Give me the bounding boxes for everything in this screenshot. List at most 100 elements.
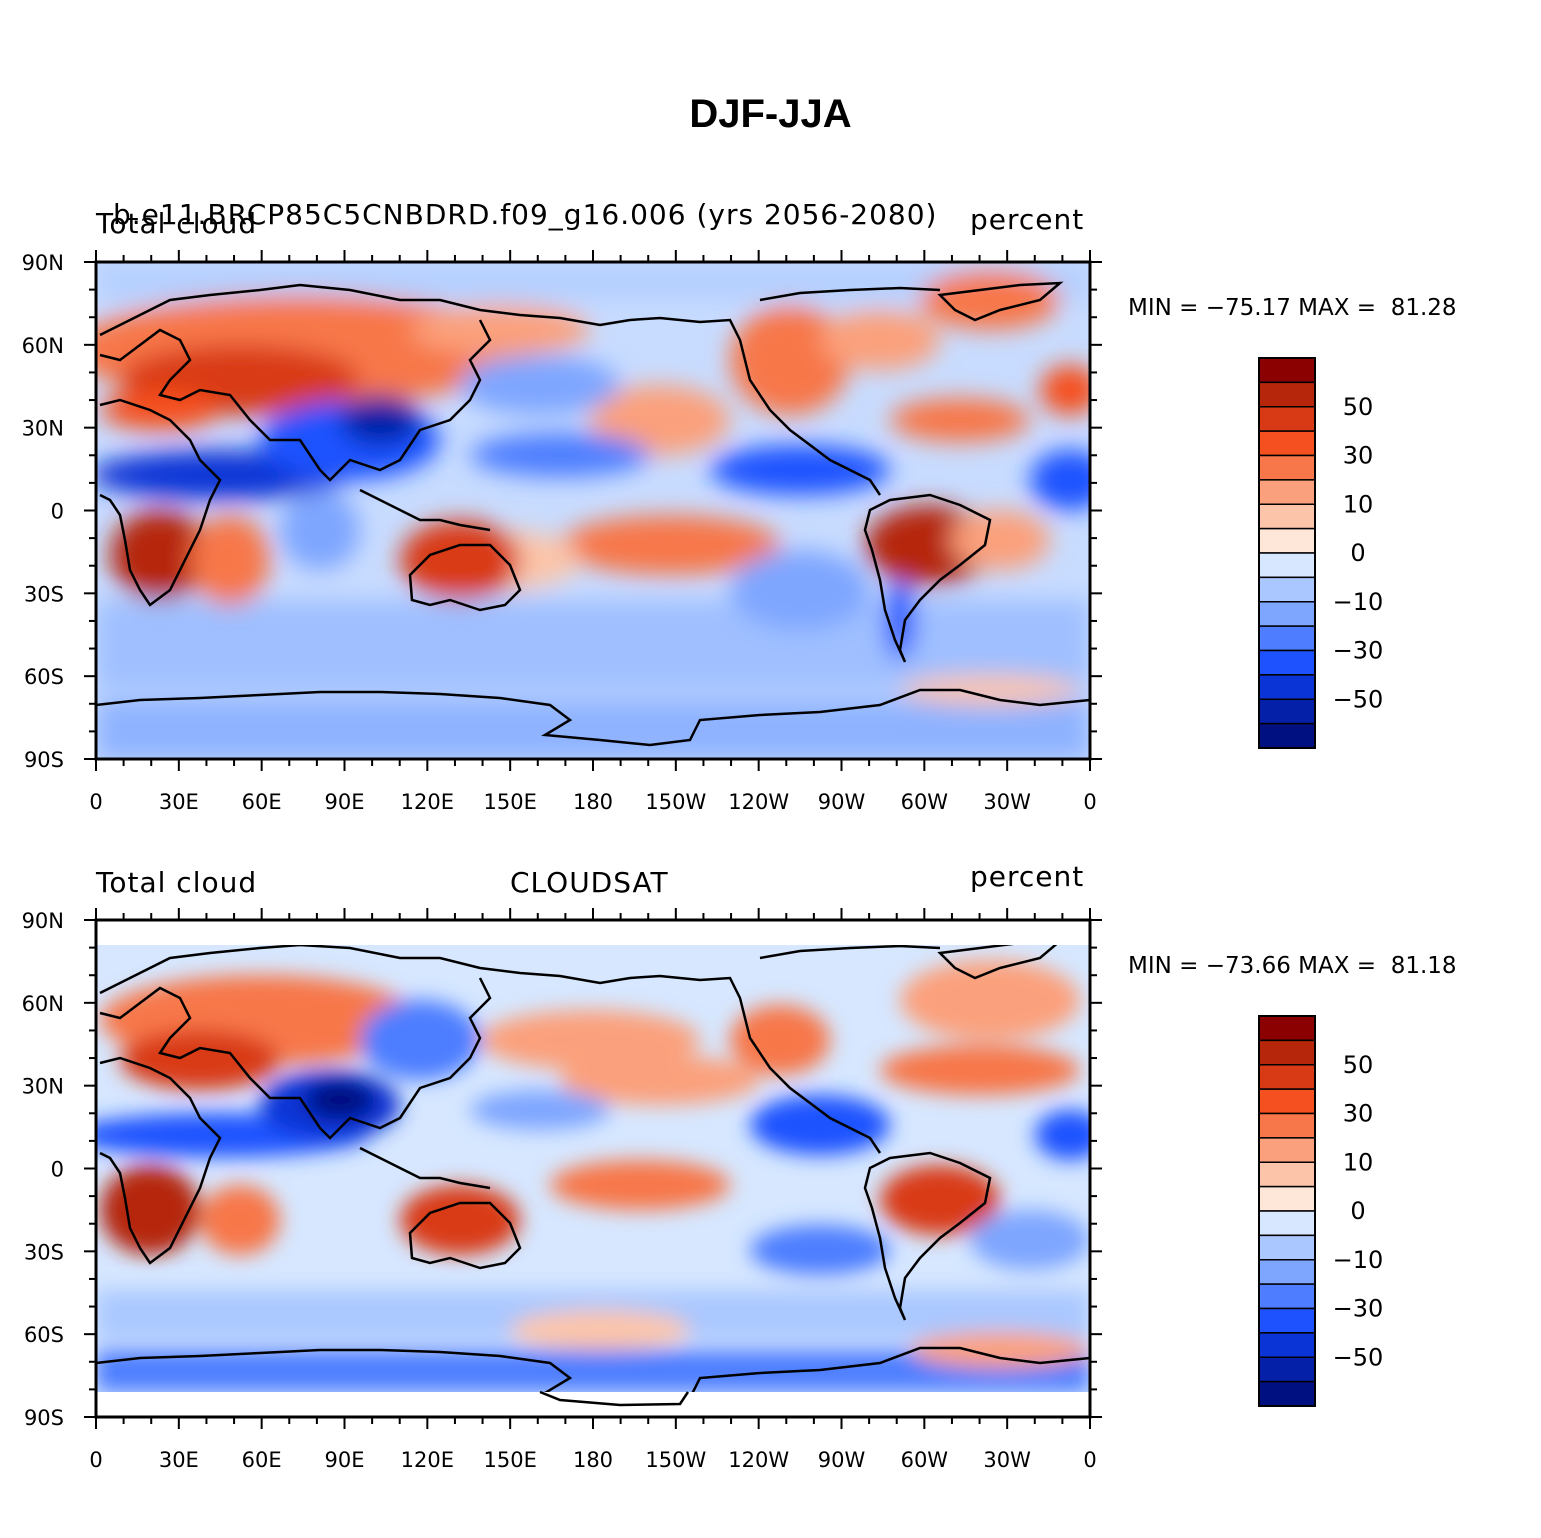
panel2-x-tick-label: 30E [159,1448,199,1472]
panel1-x-tick-label: 30E [159,790,199,814]
panel1-colorbar-box [1258,576,1316,603]
panel1-x-tick-label: 120E [401,790,454,814]
panel1-colorbar-box [1258,527,1316,554]
panel1-colorbar: 50 30 10 0 −10 −30 −50 [1258,357,1384,749]
panel2-colorbar-label: −30 [1333,1295,1384,1323]
panel2-ticks: 0 30E 60E 90E 120E 150E 180 150W 120W 90W 60W 30W 0 9… [22,908,1102,1472]
panel1-colorbar-box [1258,357,1316,384]
panel2-colorbar-box [1258,1210,1316,1237]
panel1-y-tick-label: 90S [24,748,64,772]
panel1-y-tick-label: 30S [24,582,64,606]
panel2-colorbar-box [1258,1039,1316,1066]
panel2-y-tick-label: 30S [24,1240,64,1264]
figure-title: DJF-JJA [689,92,852,136]
panel1-colorbar-box [1258,430,1316,457]
panel2-colorbar-label: 50 [1343,1051,1374,1079]
panel1-colorbar-label: −10 [1333,588,1384,616]
panel1-colorbar-box [1258,649,1316,676]
panel2-coastlines [96,945,1090,1392]
panel2-y-tick-label: 0 [51,1158,64,1182]
panel1-x-tick-label: 0 [1083,790,1096,814]
panel1-x-tick-label: 60E [242,790,282,814]
panel2-colorbar: 50 30 10 0 −10 −30 −50 [1258,1015,1384,1407]
panel1-x-tick-label: 120W [728,790,789,814]
panel2-field [96,960,1090,1392]
panel1-colorbar-box [1258,381,1316,408]
panel1-colorbar-label: −30 [1333,637,1384,665]
panel1-left-label: Total cloud [96,207,258,240]
panel1-y-tick-label: 30N [22,417,64,441]
panel1-colorbar-box [1258,674,1316,700]
panel2-x-tick-label: 90W [818,1448,866,1472]
panel1-x-tick-label: 30W [983,790,1031,814]
panel2-x-tick-label: 60E [242,1448,282,1472]
panel1-map: 0 30E 60E 90E 120E 150E 180 150W 120W 90W 60W 30W 0 9… [22,250,1102,814]
panel1-colorbar-label: 50 [1343,393,1374,421]
panel2-colorbar-box [1258,1015,1316,1042]
panel2-colorbar-box [1258,1283,1316,1310]
panel2-colorbar-box [1258,1307,1316,1334]
panel2-y-tick-label: 90N [22,909,64,933]
panel2-colorbar-box [1258,1161,1316,1188]
panel2-colorbar-box [1258,1137,1316,1163]
panel2-y-tick-label: 60S [24,1323,64,1347]
panel1-colorbar-box [1258,479,1316,505]
panel1-colorbar-box [1258,503,1316,530]
panel1-colorbar-box [1258,601,1316,627]
panel1-x-tick-label: 180 [573,790,613,814]
panel2-x-tick-label: 60W [901,1448,949,1472]
panel2-x-tick-label: 90E [325,1448,365,1472]
panel1-ticks: 0 30E 60E 90E 120E 150E 180 150W 120W 90W 60W 30W 0 9… [22,250,1102,814]
panel1-colorbar-box [1258,625,1316,652]
panel1-colorbar-label: 10 [1343,490,1374,518]
panel2-colorbar-box [1258,1259,1316,1285]
panel2-y-tick-label: 60N [22,992,64,1016]
panel2-x-tick-label: 0 [89,1448,102,1472]
panel1-x-tick-label: 90W [818,790,866,814]
panel1-coastlines [96,281,1090,747]
panel2-x-tick-label: 180 [573,1448,613,1472]
panel2-colorbar-label: −50 [1333,1343,1384,1371]
panel2-colorbar-box [1258,1380,1316,1407]
panel1-colorbar-label: 30 [1343,442,1374,470]
panel2-colorbar-label: −10 [1333,1246,1384,1274]
panel1-y-tick-label: 90N [22,251,64,275]
panel2-map: 0 30E 60E 90E 120E 150E 180 150W 120W 90W 60W 30W 0 9… [22,908,1102,1472]
panel2-colorbar-label: 30 [1343,1100,1374,1128]
panel2-x-tick-label: 120W [728,1448,789,1472]
panel2-x-tick-label: 150E [483,1448,536,1472]
panel2-x-tick-label: 150W [645,1448,706,1472]
panel2-colorbar-box [1258,1234,1316,1261]
panel1-stats: MIN = −75.17 MAX = 81.28 [1128,295,1457,321]
panel2-x-tick-label: 30W [983,1448,1031,1472]
panel2-colorbar-box [1258,1332,1316,1358]
panel1-right-label: percent [970,203,1085,236]
panel2-colorbar-label: 10 [1343,1148,1374,1176]
panel2-y-tick-label: 30N [22,1075,64,1099]
panel1-colorbar-box [1258,698,1316,725]
panel1-colorbar-label: 0 [1350,539,1365,567]
panel1-y-tick-label: 60S [24,665,64,689]
panel1-y-tick-label: 0 [51,500,64,524]
panel2-colorbar-box [1258,1112,1316,1139]
panel2-center-label: CLOUDSAT [510,866,669,899]
panel2-colorbar-box [1258,1088,1316,1115]
panel2-y-tick-label: 90S [24,1406,64,1430]
panel1-center-label: b.e11.BRCP85C5CNBDRD.f09_g16.006 (yrs 20… [113,198,938,231]
panel1-field [96,262,1090,759]
panel1-colorbar-box [1258,406,1316,432]
panel1-colorbar-label: −50 [1333,685,1384,713]
panel2-left-label: Total cloud [96,866,258,899]
panel2-colorbar-box [1258,1356,1316,1383]
panel1-x-tick-label: 90E [325,790,365,814]
panel1-colorbar-box [1258,722,1316,749]
panel2-colorbar-box [1258,1064,1316,1090]
panel2-x-tick-label: 0 [1083,1448,1096,1472]
panel2-colorbar-box [1258,1185,1316,1212]
panel2-stats: MIN = −73.66 MAX = 81.18 [1128,953,1457,979]
panel2-right-label: percent [970,860,1085,893]
panel1-colorbar-box [1258,454,1316,481]
panel1-x-tick-label: 150E [483,790,536,814]
panel1-x-tick-label: 0 [89,790,102,814]
